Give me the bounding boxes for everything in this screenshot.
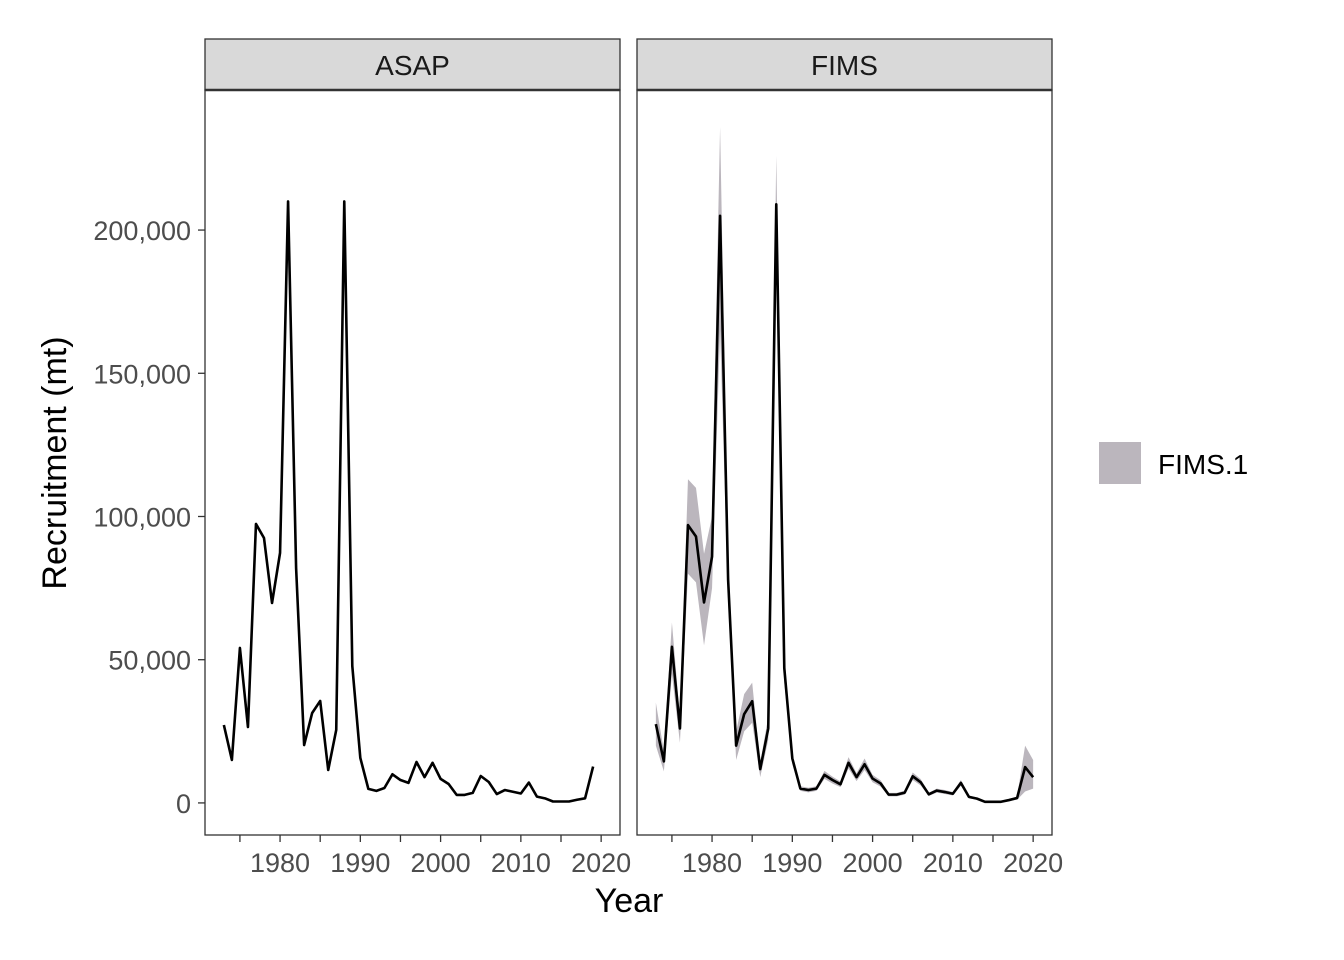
x-tick-label: 2010 xyxy=(923,848,983,878)
y-axis-title: Recruitment (mt) xyxy=(36,336,74,589)
x-tick-label: 2000 xyxy=(843,848,903,878)
panel-fims: FIMS 1980 1990 2000 2010 2020 xyxy=(636,38,1063,878)
panel-border xyxy=(636,89,1053,836)
x-tick-label: 1990 xyxy=(330,848,390,878)
y-tick-label: 50,000 xyxy=(108,646,191,676)
x-tick-label: 2000 xyxy=(411,848,471,878)
y-tick-label: 0 xyxy=(176,789,191,819)
facet-strip xyxy=(204,38,621,91)
facet-strip-label: ASAP xyxy=(375,50,450,81)
y-tick-label: 150,000 xyxy=(93,359,191,389)
x-tick-label: 1980 xyxy=(682,848,742,878)
x-tick-label: 2020 xyxy=(1003,848,1063,878)
y-tick-label: 200,000 xyxy=(93,216,191,246)
legend: FIMS.1 xyxy=(1099,442,1248,484)
recruitment-line xyxy=(222,200,595,803)
facet-strip-label: FIMS xyxy=(811,50,878,81)
panel-asap: ASAP 1980 1990 2000 2010 2020 xyxy=(204,38,631,878)
facet-strip xyxy=(636,38,1053,91)
x-tick-label: 2020 xyxy=(571,848,631,878)
x-tick-label: 1990 xyxy=(762,848,822,878)
x-axis-title: Year xyxy=(595,882,664,920)
recruitment-line xyxy=(654,202,1035,804)
y-tick-label: 100,000 xyxy=(93,502,191,532)
legend-label-fims1: FIMS.1 xyxy=(1158,449,1248,480)
x-tick-label: 1980 xyxy=(250,848,310,878)
x-tick-label: 2010 xyxy=(491,848,551,878)
panel-border xyxy=(204,89,621,836)
legend-key-fims1 xyxy=(1099,442,1141,484)
